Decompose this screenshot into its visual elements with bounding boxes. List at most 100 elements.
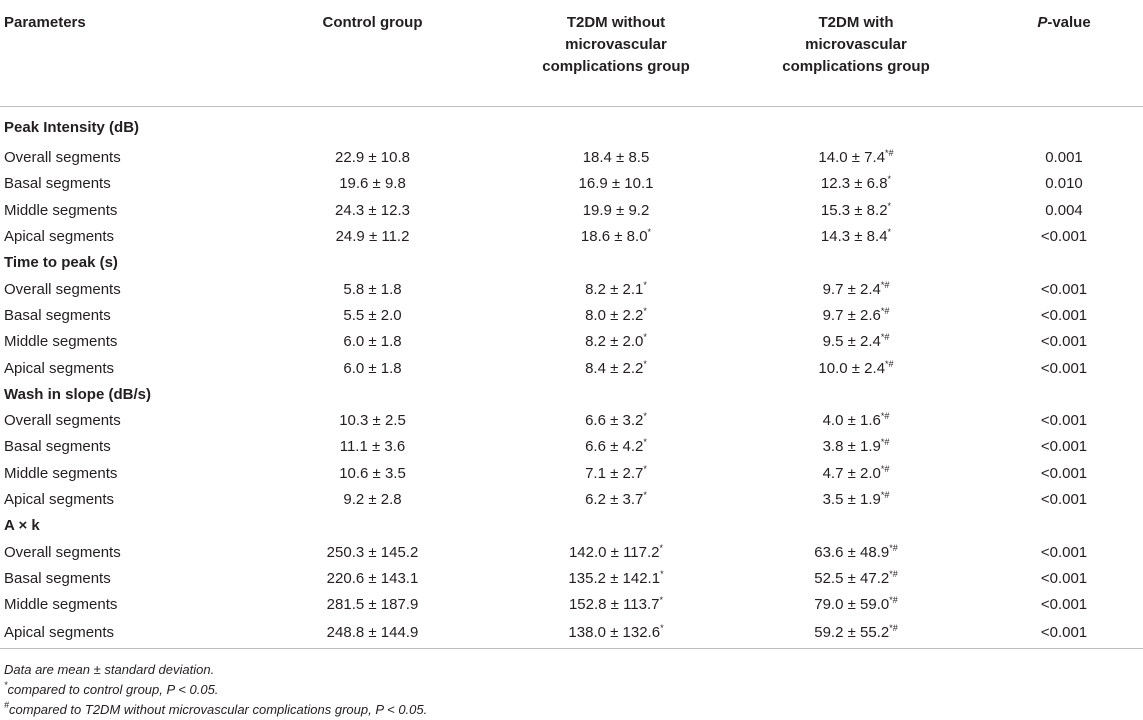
section-row: A × k — [0, 513, 1143, 539]
cell-parameter: Middle segments — [0, 329, 240, 355]
cell-control-value: 281.5 ± 187.9 — [326, 596, 419, 614]
cell-with-significance-marker: *# — [885, 358, 894, 369]
cell-control: 220.6 ± 143.1 — [240, 566, 505, 592]
cell-with-significance-marker: *# — [889, 623, 898, 634]
cell-pvalue-value: <0.001 — [1040, 464, 1088, 482]
cell-without-significance-marker: * — [659, 542, 664, 553]
cell-parameter: Basal segments — [0, 303, 240, 329]
table-row: Basal segments 19.6 ± 9.8 16.9 ± 10.1 12.3 … — [0, 171, 1143, 197]
cell-parameter: Middle segments — [0, 592, 240, 618]
cell-without-value: 135.2 ± 142.1 — [568, 569, 661, 587]
cell-without-value: 18.4 ± 8.5 — [582, 149, 650, 167]
header-without: T2DM without microvascular complications… — [505, 0, 727, 107]
cell-with-value: 9.7 ± 2.6 — [822, 306, 881, 324]
cell-control-value: 10.6 ± 3.5 — [339, 464, 406, 482]
cell-parameter: Apical segments — [0, 224, 240, 250]
cell-parameter-value: Basal segments — [4, 569, 111, 587]
table-row: Apical segments 24.9 ± 11.2 18.6 ± 8.0* 14.… — [0, 224, 1143, 250]
cell-pvalue-value: <0.001 — [1040, 438, 1088, 456]
cell-parameter: Middle segments — [0, 198, 240, 224]
cell-parameter-value: Apical segments — [4, 624, 115, 642]
cell-control: 24.9 ± 11.2 — [240, 224, 505, 250]
cell-control: 9.2 ± 2.8 — [240, 487, 505, 513]
cell-pvalue: <0.001 — [985, 618, 1143, 650]
cell-without-value: 8.0 ± 2.2 — [585, 306, 644, 324]
cell-pvalue-value: <0.001 — [1040, 569, 1088, 587]
cell-without: 138.0 ± 132.6* — [505, 618, 727, 650]
table-row: Basal segments 11.1 ± 3.6 6.6 ± 4.2* 3.8 ± … — [0, 434, 1143, 460]
section-title: A × k — [4, 517, 40, 535]
cell-without-value: 6.6 ± 4.2 — [585, 438, 644, 456]
cell-parameter: Overall segments — [0, 408, 240, 434]
cell-parameter: Apical segments — [0, 487, 240, 513]
cell-without: 8.2 ± 2.0* — [505, 329, 727, 355]
cell-with: 63.6 ± 48.9*# — [727, 539, 985, 565]
cell-control-value: 24.3 ± 12.3 — [335, 201, 410, 219]
cell-control-value: 11.1 ± 3.6 — [339, 438, 406, 456]
cell-with-significance-marker: *# — [880, 437, 890, 448]
cell-parameter-value: Overall segments — [4, 149, 121, 167]
header-pvalue: P-value — [985, 0, 1143, 107]
cell-control: 6.0 ± 1.8 — [240, 355, 505, 381]
cell-without: 18.6 ± 8.0* — [505, 224, 727, 250]
cell-with: 15.3 ± 8.2* — [727, 198, 985, 224]
cell-without-value: 18.6 ± 8.0 — [580, 228, 648, 246]
cell-without-value: 6.6 ± 3.2 — [585, 412, 644, 430]
cell-without-significance-marker: * — [643, 279, 647, 290]
header-control: Control group — [240, 0, 505, 107]
cell-control-value: 6.0 ± 1.8 — [343, 333, 402, 351]
cell-without: 142.0 ± 117.2* — [505, 539, 727, 565]
cell-parameter-value: Middle segments — [4, 596, 118, 614]
cell-with-significance-marker: *# — [880, 332, 890, 343]
cell-without-significance-marker: * — [659, 595, 664, 606]
header-row: Parameters Control group T2DM without mi… — [0, 0, 1143, 107]
cell-with: 4.7 ± 2.0*# — [727, 461, 985, 487]
table-row: Middle segments 281.5 ± 187.9 152.8 ± 113.… — [0, 592, 1143, 618]
cell-without-significance-marker: * — [660, 623, 664, 634]
cell-parameter: Basal segments — [0, 434, 240, 460]
cell-with-value: 3.5 ± 1.9 — [822, 491, 881, 508]
cell-control: 281.5 ± 187.9 — [240, 592, 505, 618]
note-line-2-symbol: * — [4, 680, 8, 690]
cell-with-significance-marker: *# — [885, 148, 894, 159]
cell-pvalue-value: <0.001 — [1040, 228, 1088, 246]
table-row: Basal segments 5.5 ± 2.0 8.0 ± 2.2* 9.7 ± 2… — [0, 303, 1143, 329]
cell-without: 8.4 ± 2.2* — [505, 355, 727, 381]
cell-pvalue-value: <0.001 — [1040, 280, 1088, 298]
cell-pvalue: <0.001 — [985, 329, 1143, 355]
cell-with-value: 79.0 ± 59.0 — [814, 596, 890, 614]
cell-parameter-value: Middle segments — [4, 464, 118, 482]
note-line-3: #compared to T2DM without microvascular … — [4, 700, 427, 720]
cell-pvalue: <0.001 — [985, 461, 1143, 487]
cell-with-significance-marker: *# — [889, 595, 898, 606]
cell-parameter: Middle segments — [0, 461, 240, 487]
cell-pvalue: <0.001 — [985, 539, 1143, 565]
table-row: Overall segments 5.8 ± 1.8 8.2 ± 2.1* 9.7 ±… — [0, 276, 1143, 302]
cell-control-value: 9.2 ± 2.8 — [343, 491, 402, 508]
cell-without-significance-marker: * — [643, 463, 647, 474]
cell-pvalue: 0.001 — [985, 145, 1143, 171]
cell-with-significance-marker: *# — [889, 568, 898, 579]
cell-with-significance-marker: *# — [880, 463, 890, 474]
section-title: Peak Intensity (dB) — [4, 119, 140, 136]
cell-control: 5.8 ± 1.8 — [240, 276, 505, 302]
cell-pvalue: 0.010 — [985, 171, 1143, 197]
cell-with-value: 3.8 ± 1.9 — [822, 438, 881, 456]
cell-control: 6.0 ± 1.8 — [240, 329, 505, 355]
cell-with: 9.7 ± 2.6*# — [727, 303, 985, 329]
cell-pvalue: <0.001 — [985, 303, 1143, 329]
cell-parameter-value: Apical segments — [4, 359, 115, 377]
cell-control: 22.9 ± 10.8 — [240, 145, 505, 171]
cell-parameter: Basal segments — [0, 171, 240, 197]
table-row: Overall segments 10.3 ± 2.5 6.6 ± 3.2* 4.0 … — [0, 408, 1143, 434]
cell-parameter: Overall segments — [0, 276, 240, 302]
cell-with-value: 9.7 ± 2.4 — [822, 280, 881, 298]
cell-pvalue: <0.001 — [985, 355, 1143, 381]
cell-control: 11.1 ± 3.6 — [240, 434, 505, 460]
table-body: Peak Intensity (dB) Overall segments 22.9 … — [0, 107, 1143, 650]
cell-without: 7.1 ± 2.7* — [505, 461, 727, 487]
cell-parameter: Basal segments — [0, 566, 240, 592]
cell-pvalue-value: <0.001 — [1040, 543, 1088, 561]
cell-without: 6.6 ± 4.2* — [505, 434, 727, 460]
cell-without-value: 8.4 ± 2.2 — [585, 359, 644, 377]
